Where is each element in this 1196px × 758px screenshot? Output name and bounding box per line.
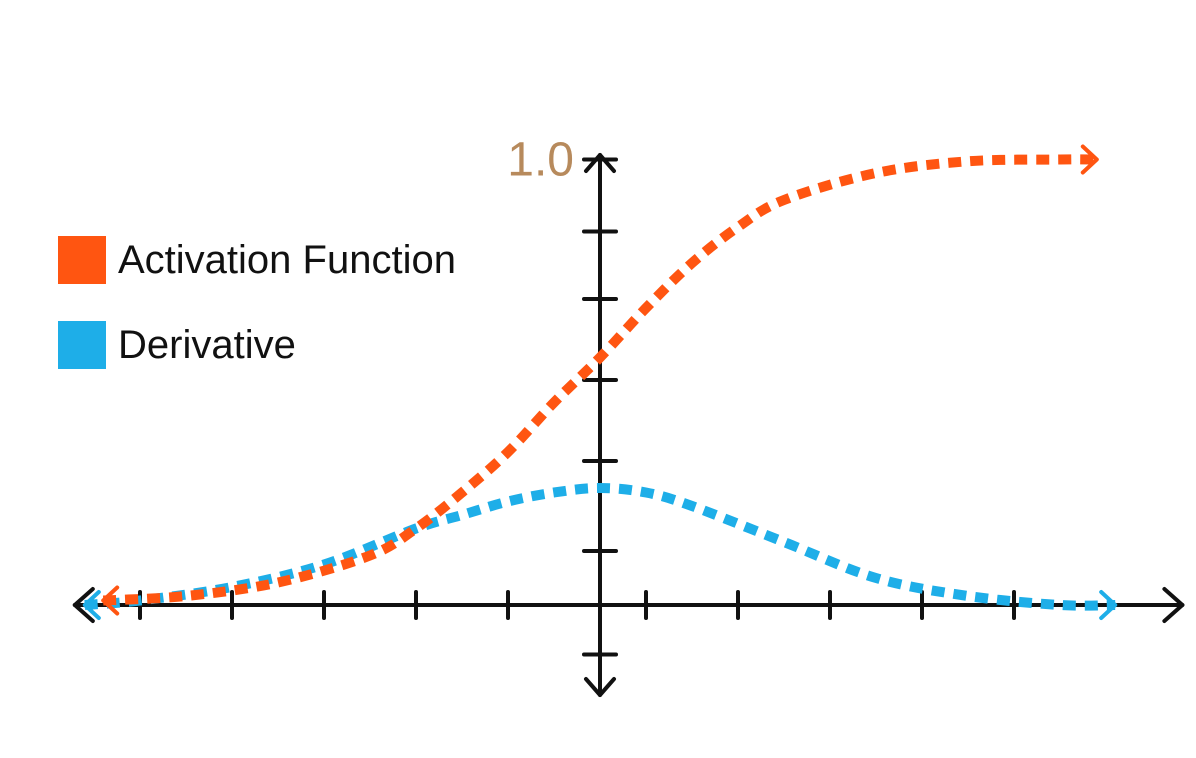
legend-label-activation: Activation Function — [118, 237, 456, 282]
series-arrow-right-0 — [1080, 144, 1099, 175]
y-tick-label: 1.0 — [507, 134, 574, 187]
ticks — [138, 157, 1016, 657]
legend-swatch-activation — [58, 236, 106, 284]
legend-item-activation: Activation Function — [58, 236, 456, 284]
legend-swatch-derivative — [58, 321, 106, 369]
series-end-arrows — [82, 144, 1118, 620]
legend-label-derivative: Derivative — [118, 322, 296, 367]
series-arrow-left-0 — [101, 585, 120, 616]
series-arrow-right-1 — [1099, 590, 1118, 620]
y-axis-arrow-bottom — [584, 677, 616, 697]
legend-item-derivative: Derivative — [58, 321, 456, 369]
axes — [72, 153, 1185, 697]
x-axis-arrow-right — [1162, 587, 1185, 623]
y-axis-arrow-top — [584, 153, 616, 173]
legend: Activation Function Derivative — [58, 236, 456, 406]
series-line-derivative — [84, 482, 1116, 611]
series-lines — [84, 154, 1116, 611]
x-axis-arrow-left — [72, 587, 95, 623]
series-arrow-left-1 — [82, 590, 101, 620]
series-line-activation — [102, 154, 1097, 606]
